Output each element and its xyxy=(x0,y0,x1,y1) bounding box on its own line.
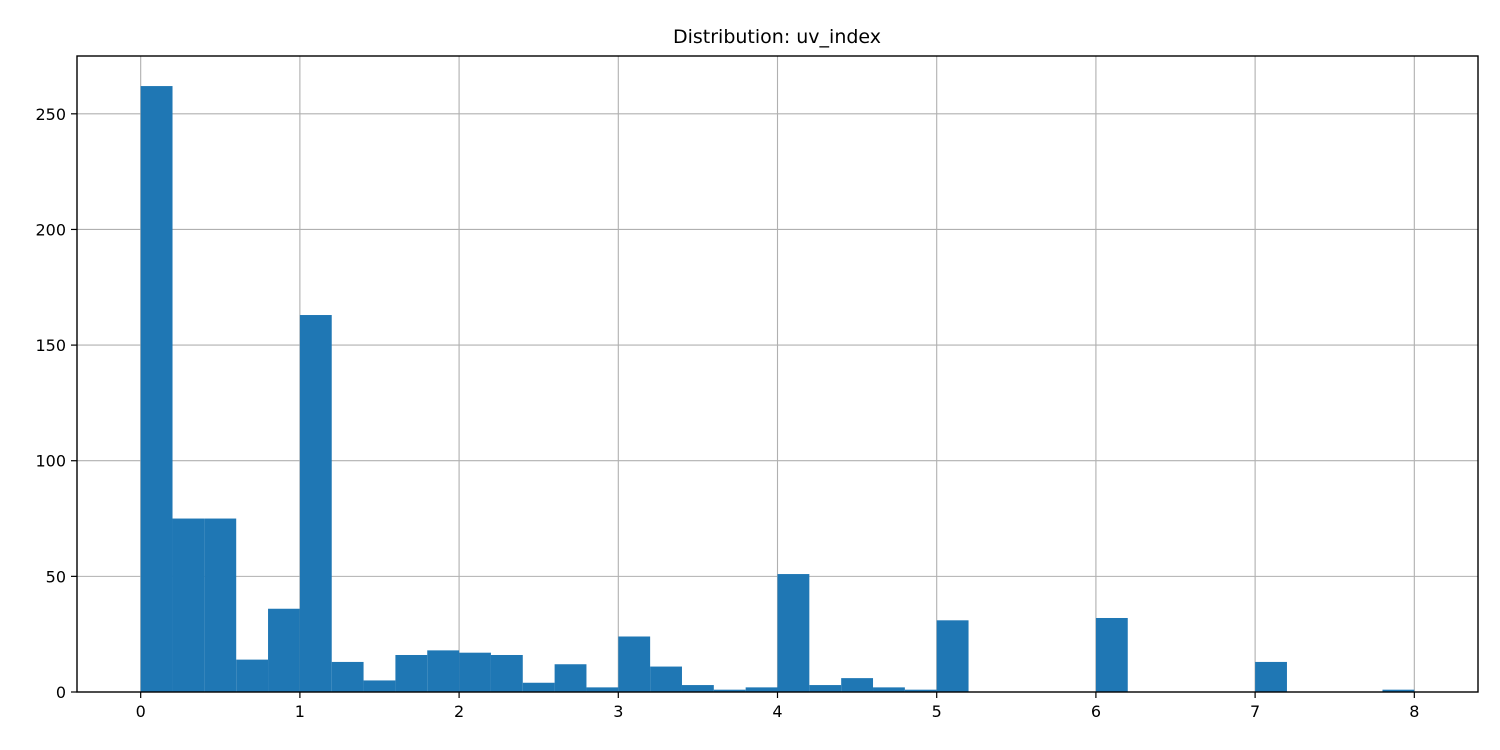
histogram-bar xyxy=(586,687,619,692)
x-axis: 0 1 2 3 4 5 6 7 8 xyxy=(136,692,1419,721)
histogram-bar xyxy=(490,654,523,692)
x-tick-label: 3 xyxy=(613,702,623,721)
histogram-bar xyxy=(904,689,937,692)
histogram-bar xyxy=(1255,661,1287,692)
y-tick-label: 250 xyxy=(35,105,66,124)
histogram-bar xyxy=(618,636,651,692)
histogram-bar xyxy=(554,664,587,692)
x-tick-label: 1 xyxy=(295,702,305,721)
histogram-bar xyxy=(172,518,205,692)
x-tick-label: 7 xyxy=(1250,702,1260,721)
histogram-bar xyxy=(236,659,269,692)
histogram-bar xyxy=(936,620,969,692)
histogram-bar xyxy=(809,685,842,692)
histogram-bar xyxy=(841,678,874,692)
x-tick-label: 8 xyxy=(1409,702,1419,721)
histogram-bar xyxy=(745,687,778,692)
histogram-bar xyxy=(522,682,555,692)
histogram-bar xyxy=(204,518,237,692)
histogram-bar xyxy=(363,680,396,692)
histogram-bar xyxy=(1382,689,1415,692)
y-tick-label: 150 xyxy=(35,336,66,355)
histogram-bar xyxy=(427,650,460,692)
y-tick-label: 50 xyxy=(46,567,66,586)
histogram-bar xyxy=(1095,617,1128,692)
chart-title: Distribution: uv_index xyxy=(673,26,881,48)
x-tick-label: 5 xyxy=(932,702,942,721)
histogram-bar xyxy=(777,574,810,692)
y-tick-label: 100 xyxy=(35,452,66,471)
histogram-bars xyxy=(140,86,1415,693)
y-axis: 0 50 100 150 200 250 xyxy=(35,105,77,702)
x-tick-label: 0 xyxy=(136,702,146,721)
histogram-bar xyxy=(140,86,173,693)
histogram-bar xyxy=(299,315,332,692)
histogram-bar xyxy=(268,608,300,692)
y-tick-label: 0 xyxy=(56,683,66,702)
plot-frame xyxy=(76,55,1479,693)
histogram-bar xyxy=(331,661,364,692)
histogram-bar xyxy=(873,687,905,692)
histogram-bar xyxy=(459,652,491,692)
histogram-bar xyxy=(681,685,714,692)
histogram-bar xyxy=(713,689,746,692)
histogram-bar xyxy=(650,666,682,692)
y-tick-label: 200 xyxy=(35,220,66,239)
x-tick-label: 2 xyxy=(454,702,464,721)
histogram-bar xyxy=(395,654,428,692)
x-tick-label: 4 xyxy=(772,702,782,721)
x-tick-label: 6 xyxy=(1091,702,1101,721)
